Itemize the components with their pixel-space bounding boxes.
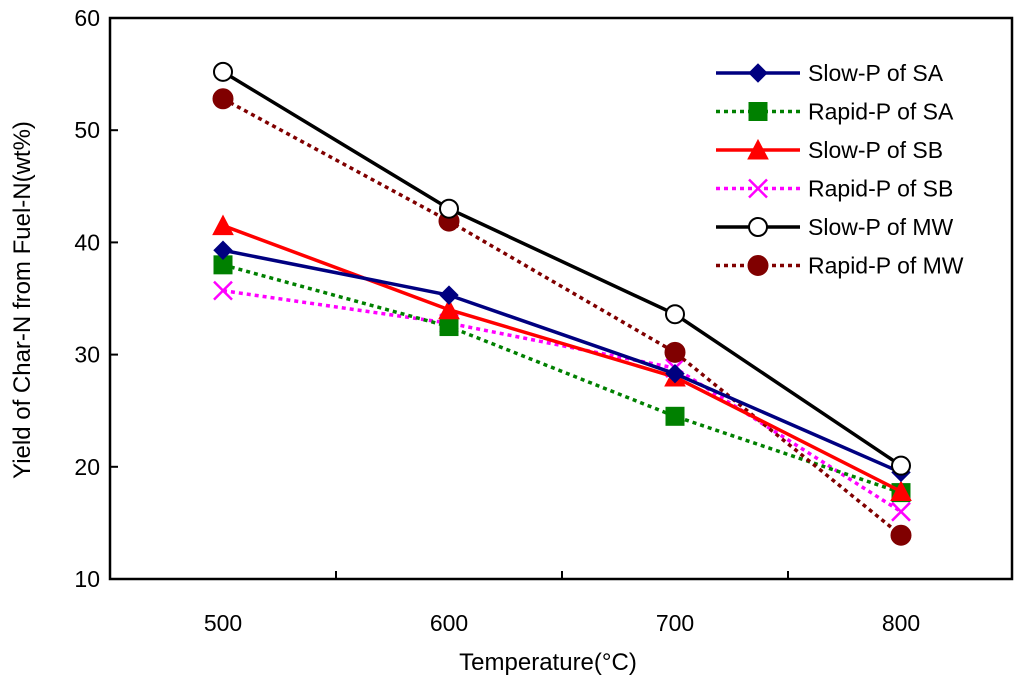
legend-marker-stroke [748,178,768,199]
data-point [891,501,911,522]
legend-marker [747,255,769,276]
series-slow-p-of-mw [213,61,911,476]
data-point [439,285,459,305]
series-line [222,97,903,537]
x-tick-label: 500 [204,610,242,636]
data-point [439,198,459,219]
series-line [222,288,902,514]
y-axis-title: Yield of Char-N from Fuel-N(wt%) [9,121,36,479]
y-tick-label: 30 [74,342,100,368]
legend-label: Rapid-P of SB [808,176,953,202]
data-point [212,214,234,236]
legend-background [700,45,1005,285]
legend-label: Rapid-P of MW [808,253,964,279]
series-line [222,248,902,475]
legend-marker [748,217,768,237]
data-point [439,317,459,337]
data-point [213,240,233,260]
series-line [222,223,902,494]
legend-label: Rapid-P of SA [808,99,954,125]
data-point [212,88,234,110]
legend-entry: Rapid-P of SB [716,176,953,202]
x-tick-label: 600 [430,610,468,636]
data-point [665,406,685,426]
legend-marker [748,178,768,199]
data-point [890,480,912,501]
y-tick-label: 50 [74,117,100,143]
data-point [213,280,233,301]
legend-label: Slow-P of SB [808,137,943,163]
series-line [222,263,902,495]
data-point [664,341,686,363]
legend-entry: Rapid-P of MW [716,253,964,279]
legend-label: Slow-P of MW [808,214,954,240]
data-point [213,61,233,82]
legend-entry: Slow-P of SA [716,60,944,86]
x-tick-label: 800 [882,610,920,636]
y-tick-label: 40 [74,229,100,255]
data-point [665,304,685,325]
chart-axes: 10 20 30 40 50 60 500 600 700 800 [74,5,1014,636]
series-line [222,70,902,468]
y-tick-label: 60 [74,5,100,31]
legend-entry: Slow-P of SB [716,137,943,163]
chart-legend: Slow-P of SA Rapid-P of SA Slow-P of SB Rap… [700,45,1005,285]
x-tick-label: 700 [656,610,694,636]
x-axis-title: Temperature(°C) [459,649,637,676]
legend-marker [748,63,768,83]
legend-marker [747,138,769,160]
data-point [438,298,460,320]
data-point-stroke [891,501,911,522]
y-tick-label: 10 [74,566,100,592]
data-point-stroke [213,280,233,301]
series-rapid-p-of-sa [213,255,911,503]
chart-series-layer [212,61,912,546]
data-point [891,455,911,476]
legend-marker [748,102,768,121]
data-point [665,363,685,384]
legend-label: Slow-P of SA [808,60,944,86]
data-point [890,524,912,546]
y-tick-label: 20 [74,454,100,480]
legend-entry: Slow-P of MW [716,214,954,240]
legend-entry: Rapid-P of SA [716,99,954,125]
